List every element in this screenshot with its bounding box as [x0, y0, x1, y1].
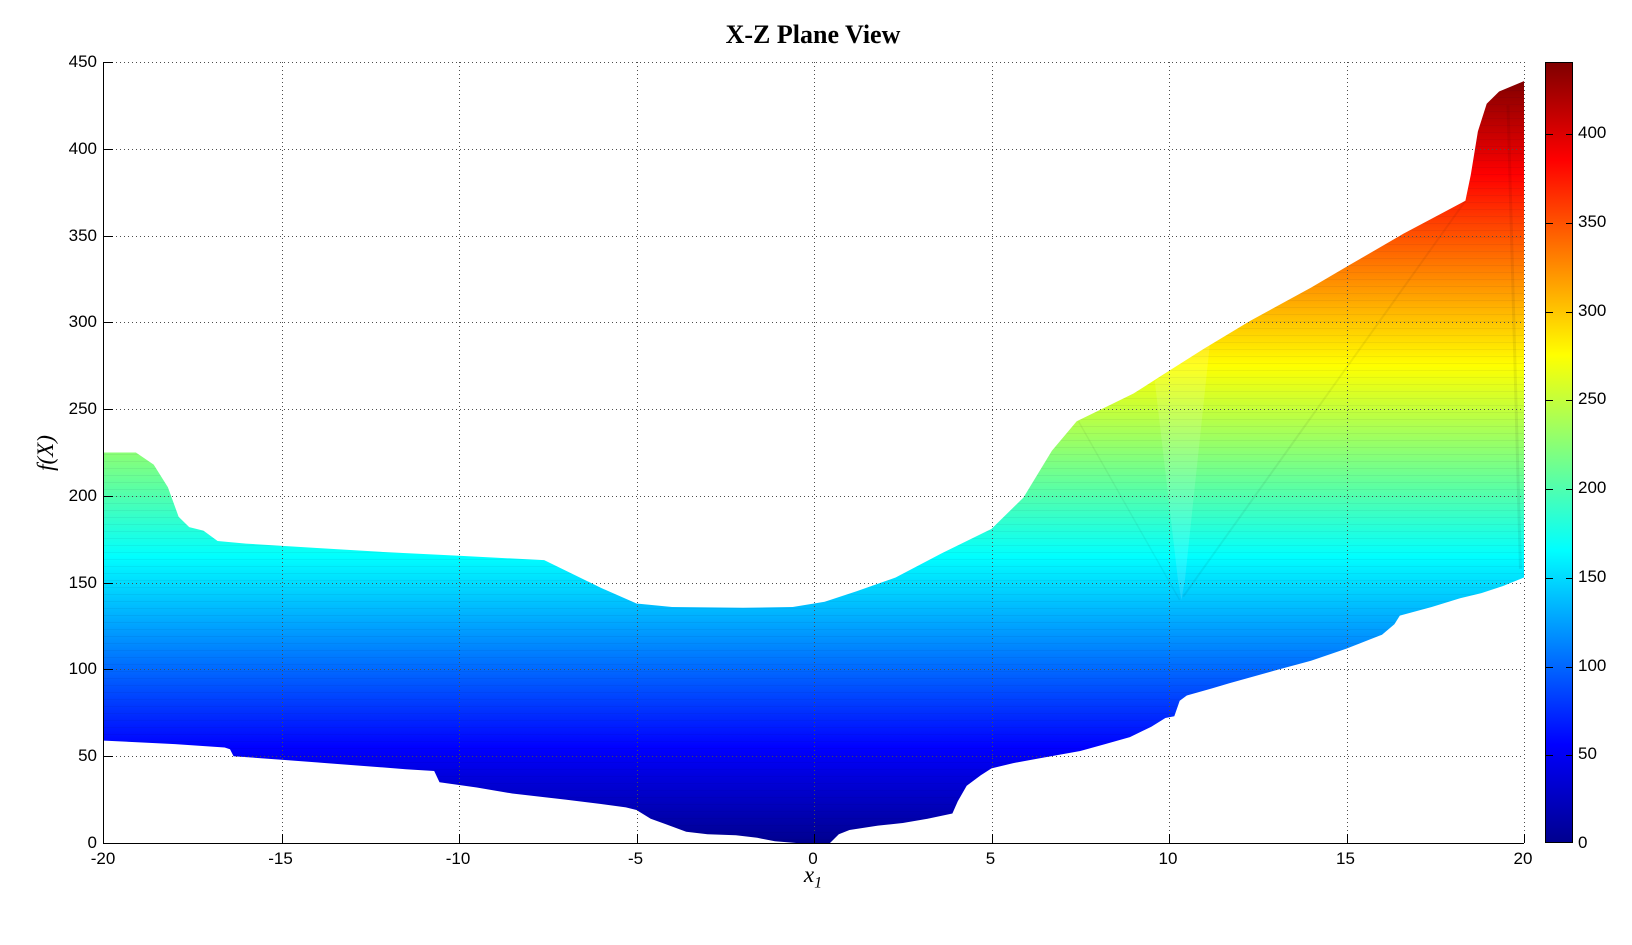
colorbar-tick-label: 350: [1578, 211, 1607, 231]
x-tick-label: 0: [808, 849, 818, 868]
colorbar: [1545, 62, 1573, 843]
y-tick-label: 0: [87, 833, 97, 852]
colorbar-tick-label: 150: [1578, 566, 1607, 586]
x-axis-tick: [636, 834, 638, 843]
colorbar-tick: [1546, 755, 1553, 757]
y-gridline: [104, 669, 1524, 671]
colorbar-tick-label: 400: [1578, 123, 1607, 142]
colorbar-tick: [1566, 577, 1573, 579]
x-axis-label-base: x: [803, 862, 815, 887]
surface-fold-seam: [1506, 105, 1522, 569]
x-axis-label-subscript: 1: [814, 874, 823, 892]
x-axis-tick: [991, 834, 993, 843]
plot-area: [103, 62, 1525, 844]
colorbar-tick: [1546, 311, 1553, 313]
y-gridline: [104, 235, 1524, 237]
colorbar-tick-label: 0: [1578, 833, 1588, 852]
y-tick-label: 350: [68, 225, 97, 245]
colorbar-tick: [1566, 134, 1573, 135]
x-gridline: [636, 62, 638, 843]
colorbar-tick: [1546, 400, 1553, 402]
y-axis-tick: [104, 495, 113, 497]
y-tick-label: 450: [68, 52, 97, 71]
y-axis-tick: [104, 62, 113, 63]
y-tick-label: 200: [68, 485, 97, 505]
colorbar-tick-label: 100: [1578, 655, 1607, 675]
colorbar-tick-label: 50: [1578, 744, 1597, 764]
x-gridline: [1169, 62, 1170, 843]
y-tick-label: 150: [68, 572, 97, 592]
y-gridline: [104, 322, 1524, 324]
y-tick-label: 400: [68, 138, 97, 158]
y-gridline: [104, 148, 1524, 150]
x-axis-tick: [1346, 834, 1348, 843]
x-axis-tick: [1524, 834, 1525, 843]
x-tick-label: -15: [268, 849, 293, 868]
colorbar-tick: [1546, 489, 1553, 490]
colorbar-tick: [1566, 755, 1573, 757]
x-gridline: [1346, 62, 1348, 843]
x-axis-label: x1: [103, 862, 1523, 893]
y-gridline: [104, 495, 1524, 497]
y-gridline: [104, 409, 1524, 411]
y-tick-label: 50: [78, 746, 97, 766]
x-tick-label: -10: [445, 849, 471, 868]
chart-title: X-Z Plane View: [725, 20, 901, 49]
colorbar-tick: [1566, 311, 1573, 313]
colorbar-tick: [1546, 577, 1553, 579]
y-axis-tick: [104, 756, 113, 758]
y-tick-label: 100: [68, 659, 97, 679]
colorbar-tick: [1546, 666, 1553, 668]
y-axis-tick: [104, 582, 113, 584]
colorbar-tick: [1546, 222, 1553, 224]
y-gridline: [104, 62, 1524, 63]
x-tick-label: 10: [1158, 849, 1178, 868]
x-axis-tick: [814, 834, 815, 843]
colorbar-tick: [1566, 400, 1573, 402]
x-axis-tick: [1169, 834, 1170, 843]
surface-fold-seam: [1077, 420, 1181, 601]
colorbar-tick: [1566, 666, 1573, 668]
y-axis-tick: [104, 669, 113, 671]
y-gridline: [104, 756, 1524, 758]
x-gridline: [1524, 62, 1525, 843]
colorbar-tick: [1546, 134, 1553, 135]
y-axis-tick: [104, 148, 113, 150]
x-gridline: [814, 62, 815, 843]
colorbar-tick: [1566, 222, 1573, 224]
x-gridline: [459, 62, 460, 843]
x-tick-label: 15: [1336, 849, 1355, 868]
y-gridline: [104, 582, 1524, 584]
x-tick-label: 5: [985, 849, 996, 868]
colorbar-tick: [1566, 489, 1573, 490]
x-axis-tick: [459, 834, 460, 843]
colorbar-tick-label: 300: [1578, 300, 1607, 320]
y-axis-tick: [104, 322, 113, 324]
x-gridline: [991, 62, 993, 843]
y-axis-tick: [104, 409, 113, 411]
y-tick-label: 250: [68, 399, 97, 419]
x-tick-label: 20: [1513, 849, 1533, 868]
y-tick-label: 300: [68, 312, 97, 332]
x-axis-tick: [281, 834, 283, 843]
colorbar-tick-label: 250: [1578, 389, 1607, 409]
x-tick-label: -5: [627, 849, 644, 868]
x-gridline: [281, 62, 283, 843]
x-tick-label: -20: [90, 849, 116, 868]
surface-fold-seam: [1182, 200, 1467, 598]
colorbar-tick-label: 200: [1578, 478, 1607, 497]
y-axis-tick: [104, 235, 113, 237]
surface-fold-valley: [1154, 344, 1210, 600]
